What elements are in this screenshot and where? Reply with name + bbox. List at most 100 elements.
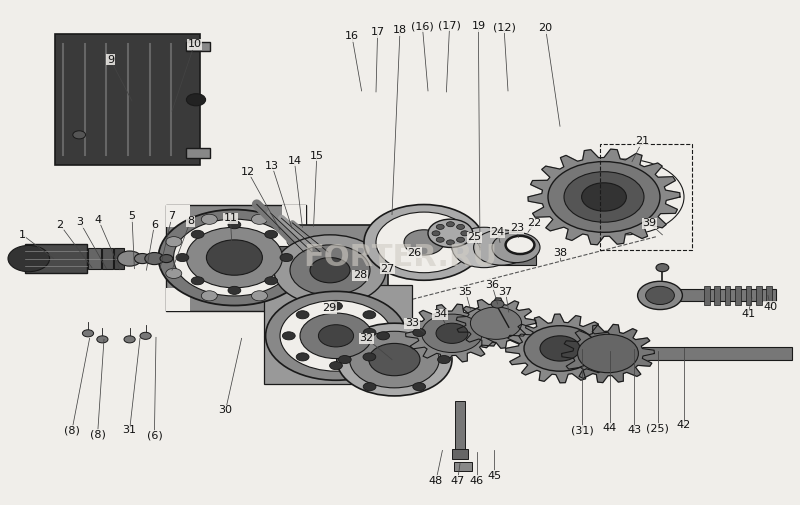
Text: 15: 15 bbox=[310, 150, 324, 161]
Circle shape bbox=[118, 251, 142, 266]
Text: 44: 44 bbox=[602, 423, 617, 433]
Bar bbox=[166, 205, 190, 227]
Text: (16): (16) bbox=[411, 21, 434, 31]
Text: 25: 25 bbox=[467, 232, 482, 242]
Circle shape bbox=[413, 328, 426, 336]
Circle shape bbox=[73, 131, 86, 139]
Text: 37: 37 bbox=[498, 287, 513, 297]
Circle shape bbox=[470, 307, 522, 339]
Bar bbox=[88, 248, 101, 269]
Circle shape bbox=[457, 237, 465, 242]
Circle shape bbox=[134, 254, 150, 264]
Circle shape bbox=[191, 230, 204, 238]
Circle shape bbox=[124, 336, 135, 343]
Text: (8): (8) bbox=[64, 425, 80, 435]
Text: 10: 10 bbox=[187, 39, 202, 49]
Circle shape bbox=[265, 277, 278, 285]
Text: 4: 4 bbox=[95, 215, 102, 225]
Text: 36: 36 bbox=[485, 280, 499, 290]
Circle shape bbox=[166, 268, 182, 278]
Circle shape bbox=[97, 336, 108, 343]
Circle shape bbox=[461, 231, 469, 236]
Circle shape bbox=[564, 159, 684, 235]
Circle shape bbox=[446, 240, 454, 245]
Text: 45: 45 bbox=[487, 471, 502, 481]
Circle shape bbox=[280, 300, 392, 371]
Text: 22: 22 bbox=[527, 218, 542, 228]
Circle shape bbox=[338, 356, 351, 364]
Bar bbox=[186, 148, 210, 158]
Circle shape bbox=[506, 236, 534, 254]
Circle shape bbox=[363, 328, 376, 336]
Text: 14: 14 bbox=[287, 156, 302, 166]
Circle shape bbox=[540, 336, 580, 361]
Circle shape bbox=[457, 224, 465, 229]
Text: 26: 26 bbox=[407, 247, 422, 258]
Text: 40: 40 bbox=[763, 302, 778, 312]
Bar bbox=[55, 34, 200, 165]
Text: 32: 32 bbox=[359, 333, 374, 343]
Text: 16: 16 bbox=[345, 31, 359, 41]
Circle shape bbox=[174, 219, 295, 296]
Text: 46: 46 bbox=[470, 476, 484, 486]
Bar bbox=[704, 286, 710, 305]
Circle shape bbox=[436, 224, 444, 229]
Bar bbox=[25, 244, 87, 273]
Circle shape bbox=[638, 281, 682, 310]
Bar bbox=[282, 205, 306, 227]
Bar bbox=[102, 248, 113, 269]
Text: (6): (6) bbox=[146, 430, 162, 440]
Text: 7: 7 bbox=[169, 211, 175, 221]
Polygon shape bbox=[456, 298, 536, 348]
Text: 17: 17 bbox=[370, 27, 385, 37]
Circle shape bbox=[428, 219, 473, 247]
Circle shape bbox=[282, 332, 295, 340]
Circle shape bbox=[564, 172, 644, 222]
Circle shape bbox=[202, 214, 218, 224]
Bar bbox=[114, 248, 124, 269]
Text: 9: 9 bbox=[107, 55, 114, 65]
Circle shape bbox=[287, 237, 303, 247]
Circle shape bbox=[310, 258, 350, 283]
Circle shape bbox=[474, 230, 530, 265]
Text: 12: 12 bbox=[241, 167, 255, 177]
Circle shape bbox=[266, 291, 406, 380]
Circle shape bbox=[422, 314, 482, 352]
Circle shape bbox=[280, 254, 293, 262]
Text: 41: 41 bbox=[741, 309, 755, 319]
Text: 21: 21 bbox=[635, 136, 650, 146]
Circle shape bbox=[330, 362, 342, 370]
Text: 20: 20 bbox=[538, 23, 553, 33]
Text: 13: 13 bbox=[265, 161, 279, 171]
Circle shape bbox=[228, 221, 241, 229]
Text: (17): (17) bbox=[438, 20, 461, 30]
Circle shape bbox=[290, 245, 370, 295]
Text: (8): (8) bbox=[90, 429, 106, 439]
Text: 33: 33 bbox=[405, 318, 419, 328]
Bar bbox=[440, 252, 536, 265]
Circle shape bbox=[160, 255, 173, 263]
Bar bbox=[656, 289, 776, 301]
Text: 5: 5 bbox=[129, 211, 135, 221]
Circle shape bbox=[265, 230, 278, 238]
Circle shape bbox=[318, 325, 354, 347]
Circle shape bbox=[330, 302, 342, 310]
Circle shape bbox=[404, 230, 444, 255]
Bar bbox=[746, 286, 751, 305]
Circle shape bbox=[376, 212, 472, 273]
Circle shape bbox=[646, 286, 674, 305]
Bar bbox=[756, 286, 762, 305]
Circle shape bbox=[337, 323, 452, 396]
Text: 31: 31 bbox=[122, 425, 137, 435]
Circle shape bbox=[578, 334, 638, 373]
Circle shape bbox=[364, 205, 484, 280]
Text: 23: 23 bbox=[510, 223, 524, 233]
Text: 35: 35 bbox=[458, 287, 473, 297]
Bar bbox=[714, 286, 720, 305]
Circle shape bbox=[186, 94, 206, 106]
Bar bbox=[454, 462, 472, 471]
Text: 28: 28 bbox=[353, 270, 367, 280]
Circle shape bbox=[377, 332, 390, 340]
Bar bbox=[242, 246, 290, 271]
Text: 18: 18 bbox=[393, 25, 407, 35]
